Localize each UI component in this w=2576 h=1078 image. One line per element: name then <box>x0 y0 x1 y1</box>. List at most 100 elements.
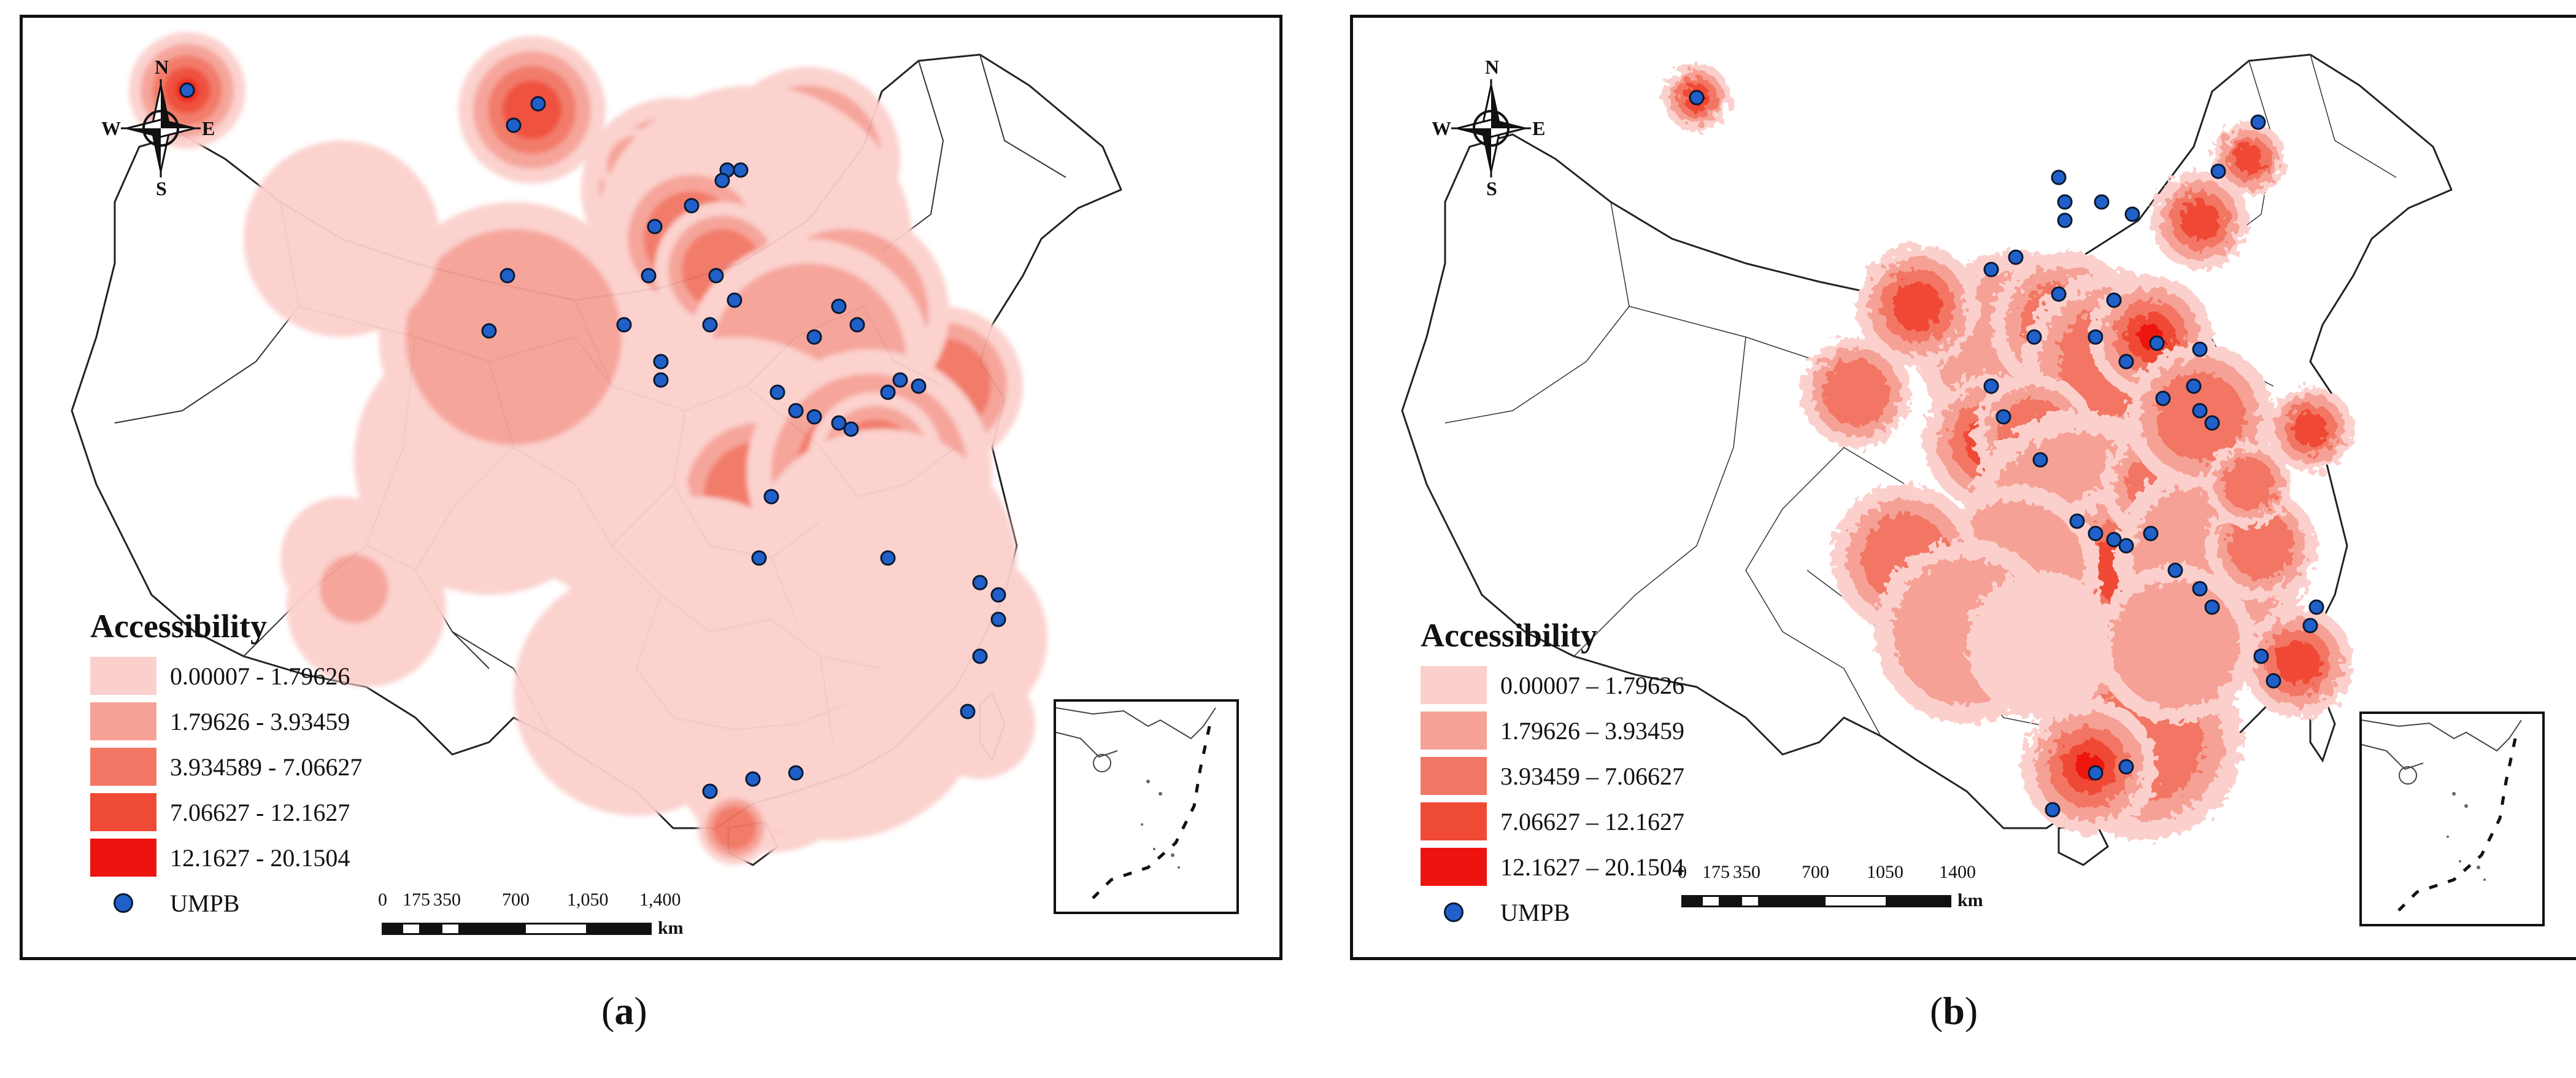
umpb-point <box>2057 194 2073 210</box>
legend-swatch <box>1421 666 1487 704</box>
legend-swatch <box>90 793 156 831</box>
legend-swatch <box>90 702 156 740</box>
inset-canvas <box>2361 719 2522 912</box>
umpb-point <box>727 292 742 308</box>
legend-swatch <box>90 748 156 786</box>
compass-e: E <box>1532 117 1546 139</box>
scale-bar: 0 175 350 700 1050 1400 km <box>1678 862 2025 917</box>
umpb-point <box>972 575 988 591</box>
north-arrow: N S W E <box>1432 56 1546 200</box>
umpb-point <box>179 82 195 98</box>
umpb-points <box>179 82 1006 799</box>
legend-row: 7.06627 - 12.1627 <box>90 793 434 832</box>
legend-label: 7.06627 – 12.1627 <box>1500 807 1684 836</box>
scale-segment <box>1740 895 1760 907</box>
legend-row: 1.79626 - 3.93459 <box>90 702 434 741</box>
north-arrow: N S W E <box>101 56 215 200</box>
legend-label: UMPB <box>170 889 240 917</box>
legend-row: 3.934589 - 7.06627 <box>90 747 434 786</box>
umpb-point <box>911 378 927 394</box>
umpb-point <box>733 162 749 178</box>
umpb-point <box>1996 409 2011 425</box>
legend-row: 1.79626 – 3.93459 <box>1421 711 1764 750</box>
legend-swatch <box>90 884 156 922</box>
scale-segment <box>382 923 401 935</box>
umpb-point <box>2308 599 2324 615</box>
compass-e: E <box>202 117 215 139</box>
accessibility-patch <box>1893 282 1942 331</box>
scale-segment <box>460 923 524 935</box>
umpb-point <box>2118 354 2134 370</box>
accessibility-zone <box>925 669 1035 779</box>
compass-s: S <box>1486 177 1497 200</box>
scale-tick: 175 <box>1702 862 1730 882</box>
legend-row: 3.93459 – 7.06627 <box>1421 756 1764 796</box>
map-panel-a: N S W E Accessibility 0.00007 - 1.79626 … <box>20 15 1282 960</box>
legend-swatch <box>1421 712 1487 750</box>
umpb-point <box>530 96 546 112</box>
map-canvas-b <box>1401 53 2453 866</box>
compass-w: W <box>101 117 121 139</box>
scale-segment <box>401 923 421 935</box>
legend-swatch <box>90 839 156 877</box>
legend-row: 0.00007 - 1.79626 <box>90 656 434 696</box>
umpb-point <box>2118 538 2134 554</box>
umpb-point <box>2186 378 2202 394</box>
scale-segment <box>1760 895 1824 907</box>
umpb-point <box>1983 378 1999 394</box>
legend-row: 7.06627 – 12.1627 <box>1421 802 1764 841</box>
scale-tick: 1050 <box>1867 862 1903 882</box>
umpb-point <box>2057 212 2073 228</box>
accessibility-patch <box>2223 459 2275 510</box>
umpb-point <box>2051 169 2067 185</box>
accessibility-zone <box>406 229 622 445</box>
legend-swatch <box>1421 757 1487 795</box>
legend-row-point: UMPB <box>1421 893 1764 932</box>
umpb-point <box>714 173 730 188</box>
scale-tick: 1400 <box>1939 862 1976 882</box>
scale-segment <box>421 923 441 935</box>
legend: Accessibility 0.00007 – 1.79626 1.79626 … <box>1421 616 1764 938</box>
umpb-point <box>641 268 657 284</box>
umpb-point <box>831 298 847 314</box>
umpb-point <box>2143 525 2159 541</box>
scale-tick: 700 <box>1802 862 1829 882</box>
inset-map <box>2359 712 2545 926</box>
scale-tick: 0 <box>378 890 387 910</box>
accessibility-patch <box>2234 144 2264 174</box>
accessibility-zone <box>712 806 757 850</box>
legend-label: 12.1627 – 20.1504 <box>1500 853 1684 881</box>
compass-s: S <box>156 177 167 200</box>
scale-tick: 1,050 <box>567 890 609 910</box>
map-panel-b: N S W E Accessibility 0.00007 – 1.79626 … <box>1350 15 2576 960</box>
umpb-point <box>2088 765 2104 781</box>
caption-letter: b <box>1943 989 1965 1033</box>
compass-icon <box>121 79 201 177</box>
accessibility-zone <box>520 423 692 595</box>
legend-label: 0.00007 - 1.79626 <box>170 662 350 690</box>
umpb-point <box>2045 802 2061 818</box>
umpb-point <box>972 648 988 664</box>
umpb-point <box>769 384 785 400</box>
umpb-point <box>499 268 515 284</box>
caption-a: (a) <box>601 989 647 1033</box>
scale-segment <box>1824 895 1888 907</box>
accessibility-patch <box>2228 513 2294 579</box>
umpb-points <box>1689 90 2324 818</box>
legend-label: 3.934589 - 7.06627 <box>170 753 363 781</box>
umpb-point <box>708 268 724 284</box>
scale-unit: km <box>1957 890 1983 910</box>
legend-row: 12.1627 - 20.1504 <box>90 838 434 877</box>
umpb-point <box>843 421 859 437</box>
accessibility-zone <box>320 554 388 623</box>
compass-n: N <box>155 56 169 78</box>
scale-segment <box>1888 895 1951 907</box>
umpb-point <box>763 489 779 505</box>
umpb-point <box>481 323 497 339</box>
caption-letter: a <box>614 989 634 1033</box>
umpb-point <box>880 384 896 400</box>
scale-segment <box>524 923 588 935</box>
umpb-point <box>2026 329 2042 345</box>
accessibility-patch <box>2293 412 2327 446</box>
umpb-point <box>806 409 822 425</box>
